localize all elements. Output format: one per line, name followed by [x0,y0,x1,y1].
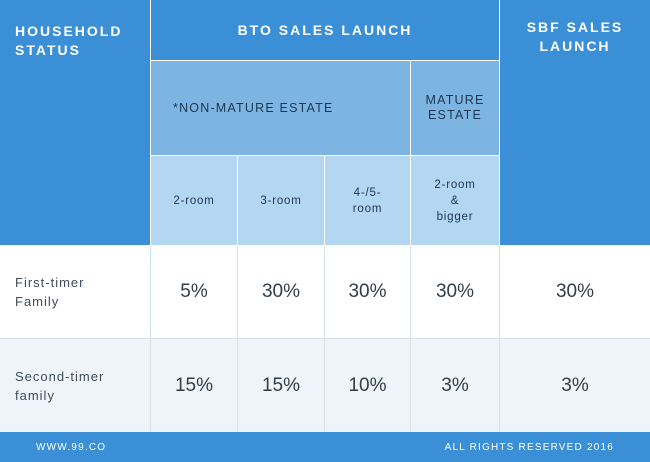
header-divider [237,156,238,245]
room-type-label: 2-room [173,194,215,207]
table-cell: 3% [411,339,499,432]
mature-estate-header-cell: MATURE ESTATE [411,61,499,155]
header-divider [151,155,499,156]
header-divider [151,60,499,61]
column-divider [324,246,325,432]
sbf-launch-header-cell: SBF SALES LAUNCH [500,0,650,245]
footer-website: WWW.99.CO [36,442,107,453]
room-type-label: 4-/5- room [352,186,383,215]
table-cell: 15% [151,339,237,432]
household-status-header-cell: HOUSEHOLD STATUS [0,0,150,245]
table-cell: 10% [325,339,410,432]
row-label-second-timer: Second-timer family [15,368,105,403]
row-divider [0,338,650,339]
table-cell: 15% [238,339,324,432]
non-mature-estate-header: *NON-MATURE ESTATE [173,100,334,115]
column-divider [150,246,151,432]
non-mature-estate-header-cell: *NON-MATURE ESTATE [151,61,410,155]
room-type-header-2-room: 2-room [151,156,237,245]
household-status-header: HOUSEHOLD STATUS [15,23,123,58]
column-divider [499,246,500,432]
table-cell: 30% [238,246,324,338]
column-divider [237,246,238,432]
footer-copyright: ALL RIGHTS RESERVED 2016 [444,442,614,453]
table-cell: 3% [500,339,650,432]
room-type-label: 3-room [260,194,302,207]
header-divider [150,0,151,245]
row-label-first-timer: First-timer Family [15,275,85,309]
table-cell: 30% [325,246,410,338]
table-cell: 30% [500,246,650,338]
bto-launch-header-cell: BTO SALES LAUNCH [151,0,499,60]
column-divider [410,246,411,432]
table-cell: 30% [411,246,499,338]
header-divider [410,61,411,245]
room-type-header-2-room-bigger: 2-room & bigger [411,156,499,245]
room-type-label: 2-room & bigger [434,178,476,223]
room-type-header-3-room: 3-room [238,156,324,245]
header-divider [324,156,325,245]
table-cell: 5% [151,246,237,338]
header-divider [499,0,500,245]
table-row-label: Second-timer family [0,339,150,432]
mature-estate-header: MATURE ESTATE [425,93,485,122]
footer-bar: WWW.99.CO ALL RIGHTS RESERVED 2016 [0,432,650,462]
sbf-launch-header: SBF SALES LAUNCH [526,19,624,54]
room-type-header-4-5-room: 4-/5- room [325,156,410,245]
bto-launch-header: BTO SALES LAUNCH [237,21,413,38]
table-row-label: First-timer Family [0,246,150,338]
